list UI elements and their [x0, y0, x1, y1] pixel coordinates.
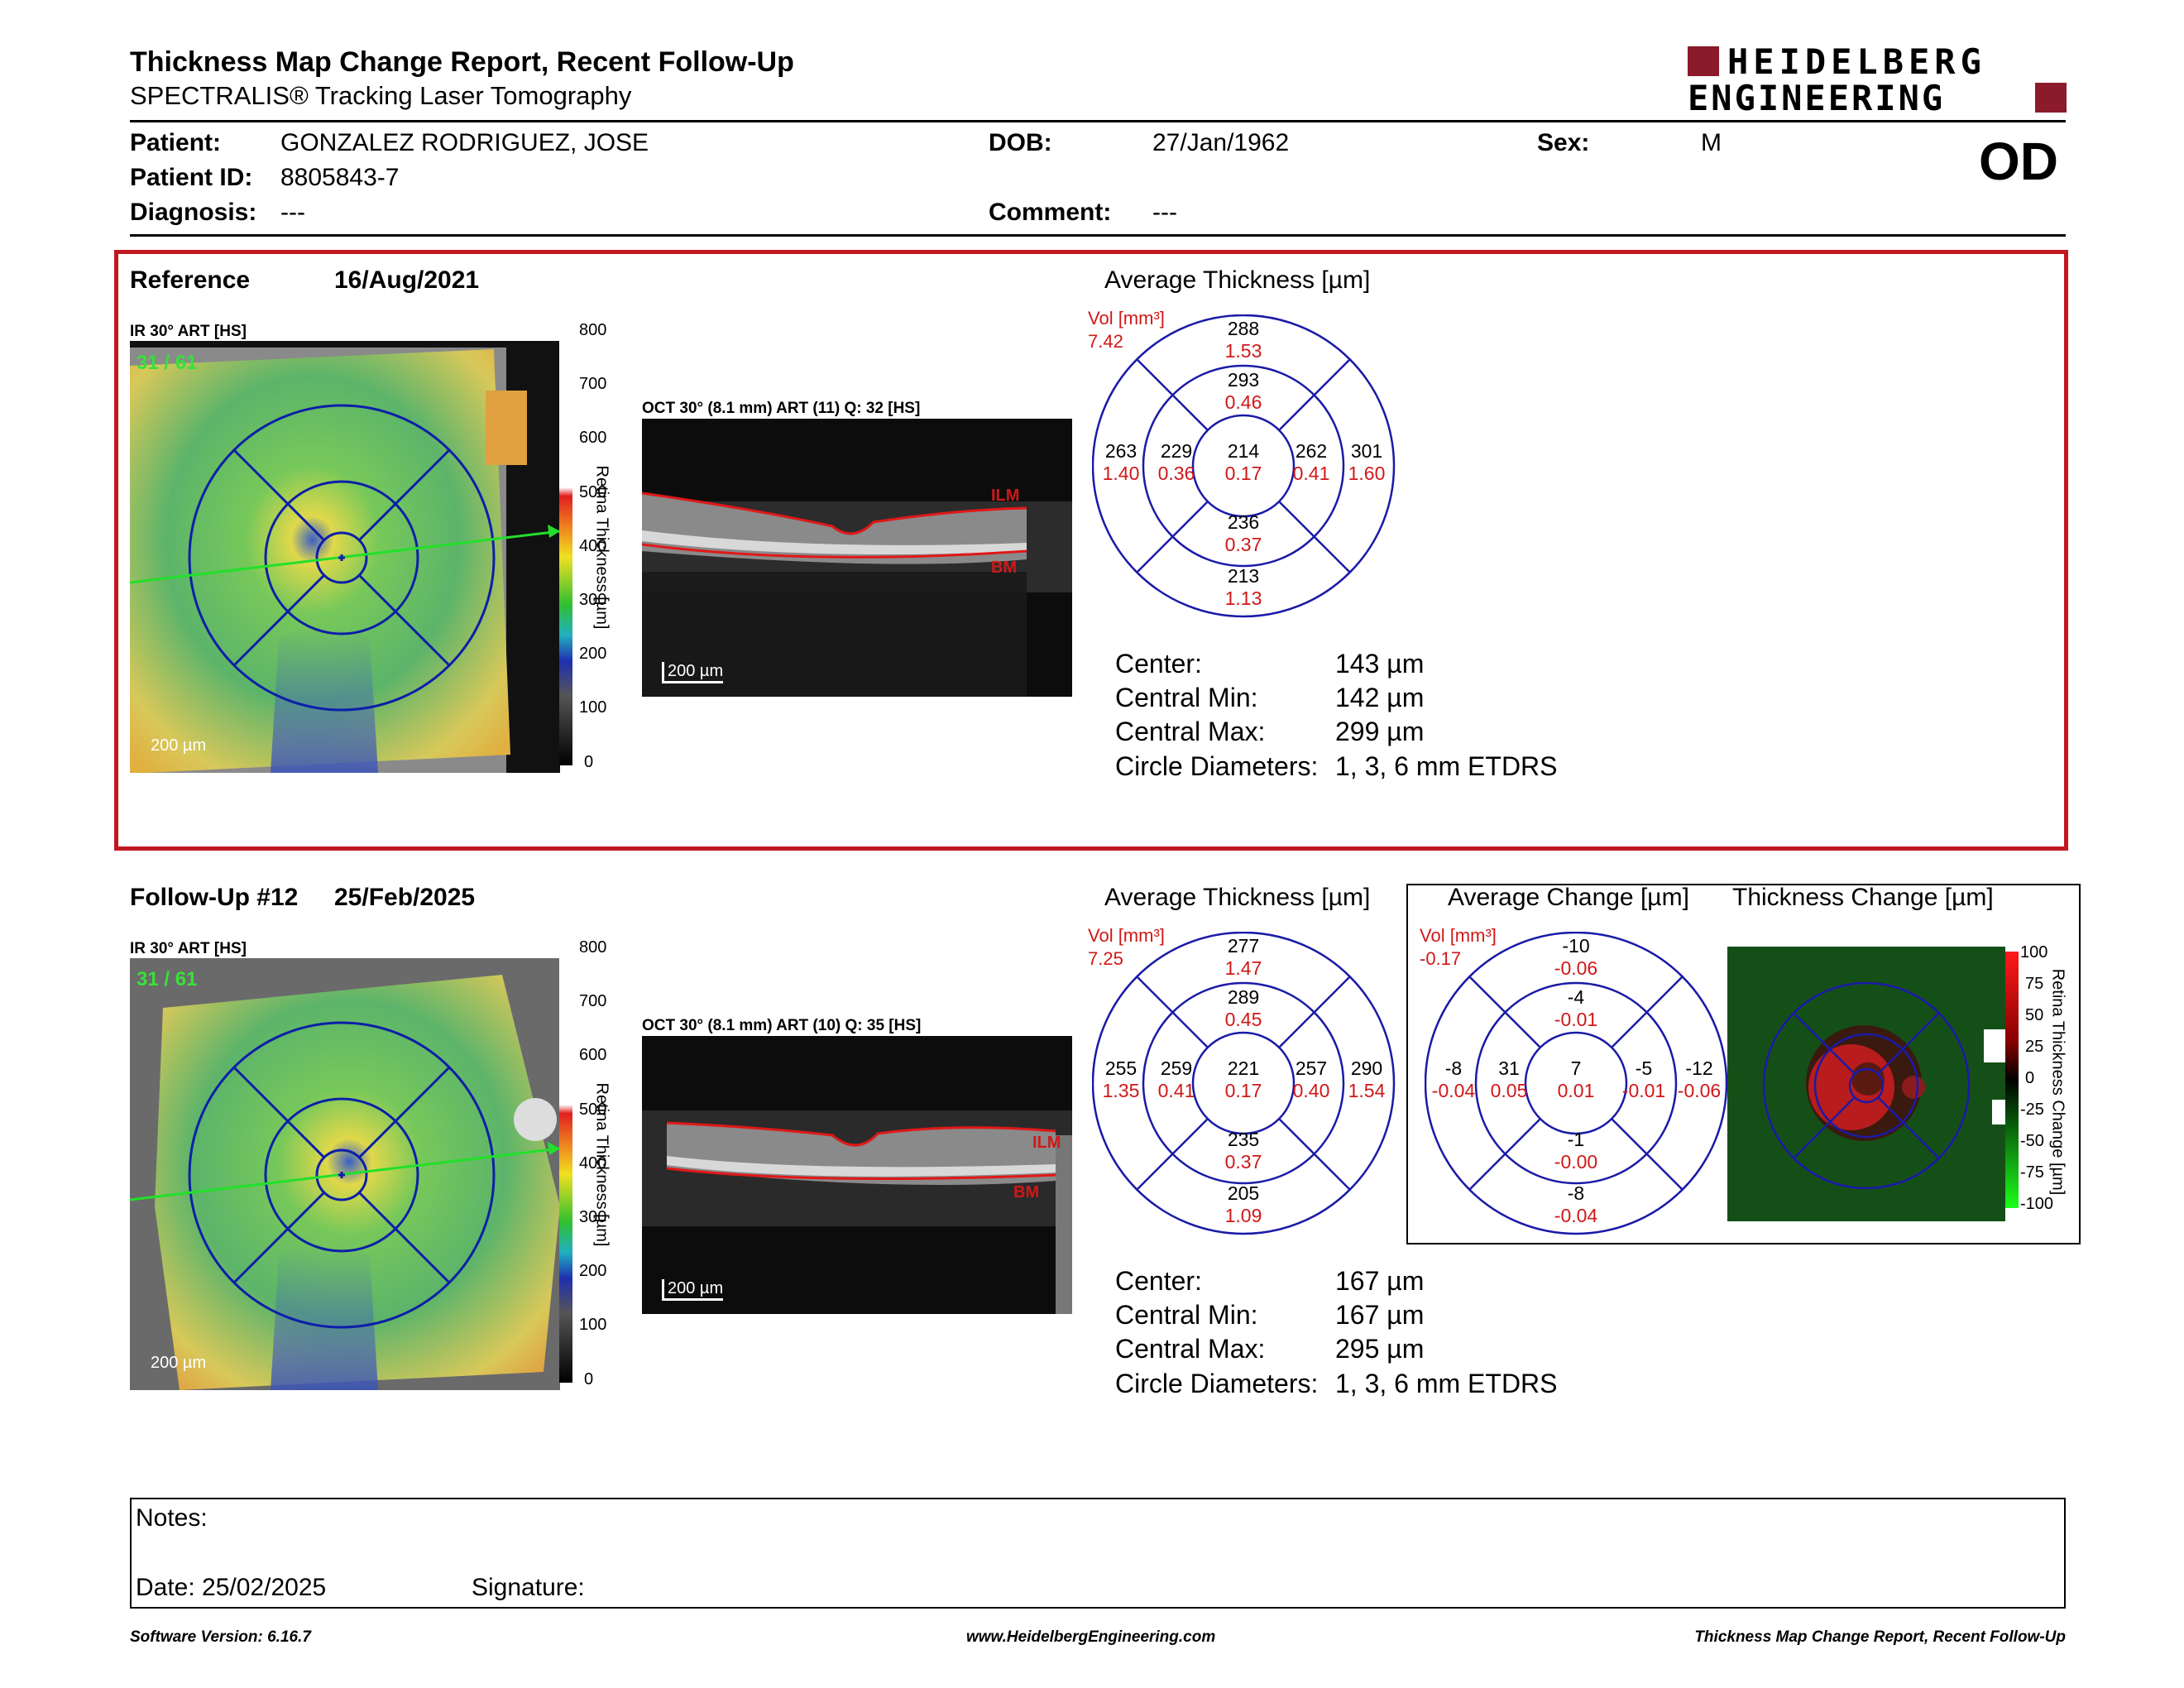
etdrs-values: 277 1.47 289 0.45 255 1.35 259 0.41 221 0.17 …: [1102, 935, 1386, 1226]
average-change-title: Average Change [µm]: [1448, 884, 1689, 911]
followup-stats: Center: 167 µm Central Min: 167 µm Central…: [1115, 1266, 1558, 1398]
slice-indicator: 31 / 61: [136, 352, 198, 374]
comment-value: ---: [1152, 199, 1177, 226]
etdrs-thickness-grid: [1092, 932, 1396, 1235]
website-link[interactable]: www.HeidelbergEngineering.com: [966, 1628, 1216, 1646]
report-subtitle: SPECTRALIS® Tracking Laser Tomography: [130, 81, 632, 110]
notes-box[interactable]: [130, 1498, 2066, 1609]
report-title: Thickness Map Change Report, Recent Foll…: [130, 46, 794, 78]
patient-name: GONZALEZ RODRIGUEZ, JOSE: [280, 129, 649, 156]
date-label: Date: 25/02/2025: [136, 1574, 327, 1601]
colorbar-title: Retina Thickness [µm]: [592, 465, 611, 630]
header-rule: [130, 120, 2066, 122]
footer-report-name: Thickness Map Change Report, Recent Foll…: [1694, 1628, 2066, 1646]
patient-rule: [130, 234, 2066, 237]
volume-value: 7.25: [1088, 948, 1123, 969]
oct-label: OCT 30° (8.1 mm) ART (11) Q: 32 [HS]: [642, 400, 921, 417]
etdrs-change-grid: [1425, 932, 1728, 1235]
eye-indicator: OD: [1979, 132, 2058, 191]
diagnosis-label: Diagnosis:: [130, 199, 257, 226]
etdrs-overlay: [130, 1021, 561, 1329]
volume-label: Vol [mm³]: [1088, 308, 1165, 328]
change-volume-label: Vol [mm³]: [1420, 925, 1497, 946]
ir-thickness-map: [130, 341, 560, 773]
oct-scale-bar: 200 µm: [662, 662, 724, 683]
oct-bscan: [642, 419, 1072, 697]
change-volume-value: -0.17: [1420, 948, 1462, 969]
volume-value: 7.42: [1088, 331, 1123, 352]
dob-label: DOB:: [989, 129, 1052, 156]
ir-scale-bar: 200 µm: [151, 1354, 207, 1372]
thickness-change-title: Thickness Change [µm]: [1732, 884, 1994, 911]
heidelberg-logo: HEIDELBERG ENGINEERING: [1688, 41, 2068, 118]
comment-label: Comment:: [989, 199, 1112, 226]
thickness-change-map: [1727, 947, 2005, 1221]
reference-date: 16/Aug/2021: [334, 266, 480, 294]
diagnosis-value: ---: [280, 199, 305, 226]
colorbar-ticks: 800 700 600 500 400 300 200 100 0: [579, 321, 607, 771]
change-panel: [1406, 884, 2081, 1244]
etdrs-thickness-grid: [1092, 314, 1396, 618]
reference-stats: Center: 143 µm Central Min: 142 µm Central…: [1115, 649, 1558, 781]
sex-label: Sex:: [1537, 129, 1590, 156]
patient-id-label: Patient ID:: [130, 164, 253, 191]
sex-value: M: [1701, 129, 1722, 156]
oct-bscan: [642, 1036, 1072, 1314]
change-colorbar: [2005, 952, 2019, 1208]
thickness-colorbar: [559, 948, 572, 1383]
patient-id: 8805843-7: [280, 164, 400, 191]
average-thickness-title: Average Thickness [µm]: [1104, 884, 1371, 911]
signature-label: Signature:: [472, 1574, 585, 1601]
colorbar-ticks: 800 700 600 500 400 300 200 100 0: [579, 938, 607, 1388]
thickness-colorbar: [559, 331, 572, 765]
oct-label: OCT 30° (8.1 mm) ART (10) Q: 35 [HS]: [642, 1017, 922, 1034]
etdrs-values: 288 1.53 293 0.46 263 1.40 229 0.36 214 0.17 …: [1102, 318, 1386, 609]
ir-scale-bar: 200 µm: [151, 736, 207, 755]
ir-label: IR 30° ART [HS]: [130, 323, 247, 340]
bm-label: BM: [991, 559, 1018, 577]
followup-label: Follow-Up #12: [130, 884, 299, 911]
oct-scale-bar: 200 µm: [662, 1279, 724, 1301]
change-colorbar-ticks: 100 75 50 25 0 -25 -50 -75 -100: [2020, 943, 2054, 1213]
colorbar-title: Retina Thickness [µm]: [592, 1082, 611, 1247]
dob-value: 27/Jan/1962: [1152, 129, 1290, 156]
etdrs-change-values: -10 -0.06 -4 -0.01 -8 -0.04 31 0.05 7 0.01 -5…: [1431, 935, 1722, 1226]
ir-label: IR 30° ART [HS]: [130, 940, 247, 957]
average-thickness-title: Average Thickness [µm]: [1104, 266, 1371, 294]
software-version: Software Version: 6.16.7: [130, 1628, 311, 1646]
ilm-label: ILM: [1032, 1134, 1061, 1152]
reference-frame: [114, 250, 2068, 851]
etdrs-overlay: [130, 404, 561, 712]
slice-indicator: 31 / 61: [136, 968, 198, 990]
change-colorbar-title: Retina Thickness Change [µm]: [2048, 968, 2067, 1196]
reference-label: Reference: [130, 266, 251, 294]
followup-date: 25/Feb/2025: [334, 884, 476, 911]
patient-name-label: Patient:: [130, 129, 222, 156]
ilm-label: ILM: [991, 487, 1020, 505]
notes-label: Notes:: [136, 1504, 208, 1532]
volume-label: Vol [mm³]: [1088, 925, 1165, 946]
bm-label: BM: [1013, 1183, 1040, 1201]
